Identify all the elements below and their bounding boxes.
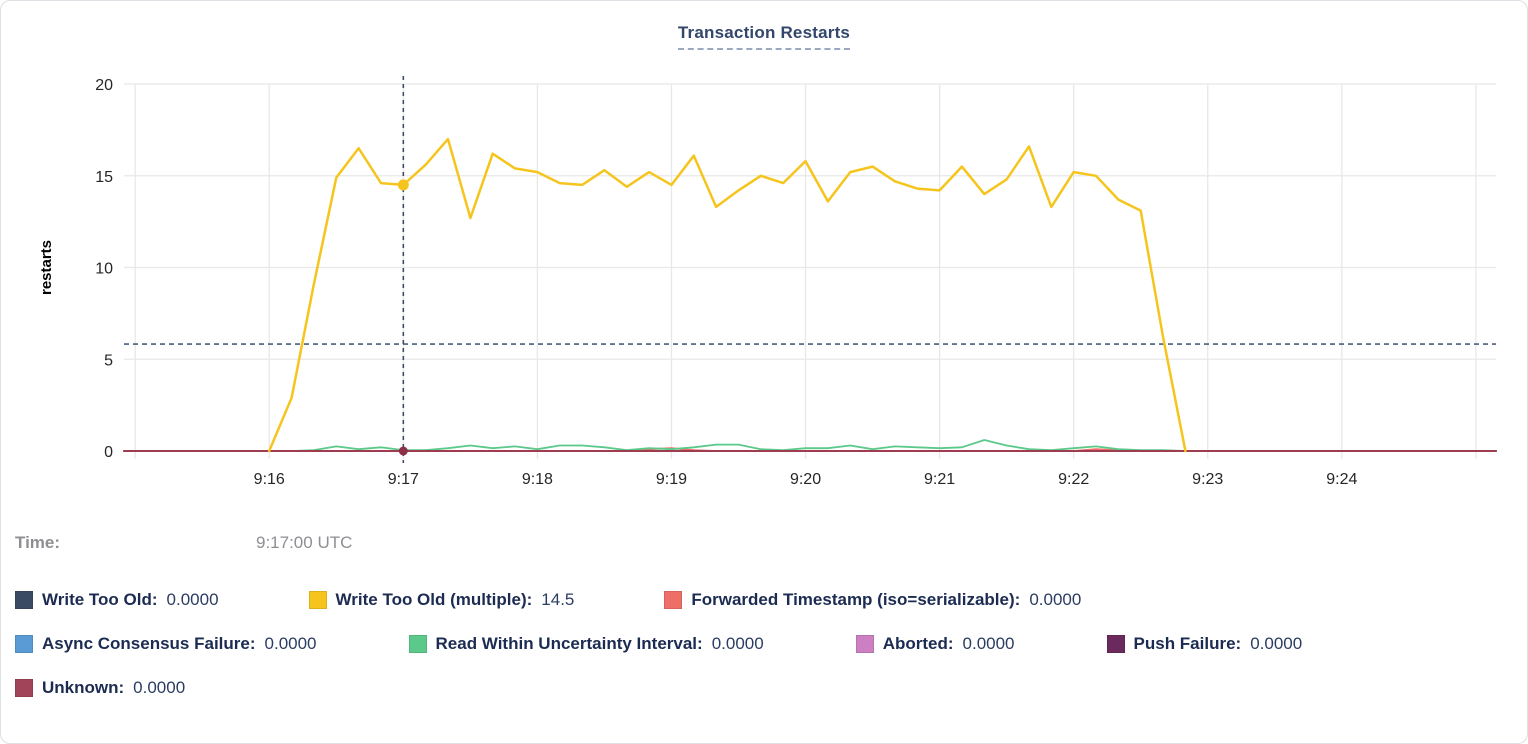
legend-value: 0.0000: [1250, 634, 1303, 653]
legend-value: 0.0000: [962, 634, 1015, 653]
legend-label: Async Consensus Failure:: [42, 634, 256, 653]
legend-item-write-too-old-multiple: Write Too Old (multiple): 14.5: [308, 590, 575, 610]
legend-value: 0.0000: [166, 590, 219, 609]
y-axis-label: restarts: [38, 240, 55, 295]
legend-label: Read Within Uncertainty Interval:: [435, 634, 703, 653]
legend-item-unknown: Unknown: 0.0000: [15, 678, 185, 698]
legend-label: Aborted:: [882, 634, 954, 653]
x-tick-label: 9:22: [1058, 471, 1089, 488]
legend-label: Push Failure:: [1133, 634, 1242, 653]
y-tick-label: 10: [95, 261, 113, 278]
legend-row-2: Async Consensus Failure: 0.0000 Read Wit…: [15, 631, 1515, 657]
x-tick-label: 9:19: [656, 471, 687, 488]
legend-label: Write Too Old (multiple):: [335, 590, 533, 609]
x-tick-label: 9:16: [254, 471, 285, 488]
legend-item-forwarded-timestamp: Forwarded Timestamp (iso=serializable): …: [664, 590, 1081, 610]
legend-item-push-failure: Push Failure: 0.0000: [1106, 634, 1303, 654]
transaction-restarts-chart[interactable]: 0 5 10 15 20 9:16 9:17 9:18 9:19 9:20 9:21 9:22 9:23…: [1, 61, 1528, 506]
legend-label: Unknown:: [42, 678, 125, 697]
series-swatch-push-failure: [1106, 635, 1125, 653]
series-swatch-async-consensus-failure: [15, 635, 33, 653]
legend-row-3: Unknown: 0.0000: [15, 675, 1515, 701]
legend-item-async-consensus-failure: Async Consensus Failure: 0.0000: [15, 634, 317, 654]
legend-label: Forwarded Timestamp (iso=serializable):: [691, 590, 1021, 609]
time-label: Time:: [15, 533, 61, 552]
x-tick-label: 9:23: [1192, 471, 1223, 488]
x-tick-label: 9:21: [924, 471, 955, 488]
legend-item-read-within-uncertainty: Read Within Uncertainty Interval: 0.0000: [408, 634, 764, 654]
series-swatch-forwarded-timestamp: [664, 591, 683, 609]
x-tick-label: 9:20: [790, 471, 821, 488]
chart-title[interactable]: Transaction Restarts: [677, 23, 851, 50]
legend-value: 0.0000: [264, 634, 317, 653]
chart-title-wrap: Transaction Restarts: [1, 23, 1527, 50]
series-swatch-aborted: [855, 635, 874, 653]
legend-value: 0.0000: [711, 634, 764, 653]
y-tick-label: 0: [104, 444, 113, 461]
hover-point: [398, 446, 408, 456]
legend-label: Write Too Old:: [42, 590, 158, 609]
legend-value: 0.0000: [1029, 590, 1082, 609]
legend-item-write-too-old: Write Too Old: 0.0000: [15, 590, 219, 610]
series-swatch-write-too-old: [15, 591, 33, 609]
hover-point: [397, 179, 409, 191]
x-tick-label: 9:18: [522, 471, 553, 488]
legend-row-1: Write Too Old: 0.0000 Write Too Old (mul…: [15, 587, 1515, 613]
x-tick-label: 9:24: [1326, 471, 1357, 488]
legend-item-aborted: Aborted: 0.0000: [855, 634, 1015, 654]
x-tick-label: 9:17: [388, 471, 419, 488]
series-swatch-unknown: [15, 679, 33, 697]
chart-hover-tooltip: Time: 9:17:00 UTC Write Too Old: 0.0000 …: [15, 531, 1515, 719]
y-tick-label: 20: [95, 77, 113, 94]
y-tick-label: 15: [95, 169, 113, 186]
legend-value: 0.0000: [133, 678, 186, 697]
tooltip-time-row: Time: 9:17:00 UTC: [15, 531, 1515, 555]
legend-value: 14.5: [541, 590, 575, 609]
series-swatch-write-too-old-multiple: [308, 591, 327, 609]
series-swatch-read-within-uncertainty: [408, 635, 427, 653]
series-line: [267, 137, 1187, 453]
y-tick-label: 5: [104, 352, 113, 369]
time-value: 9:17:00 UTC: [256, 533, 353, 552]
